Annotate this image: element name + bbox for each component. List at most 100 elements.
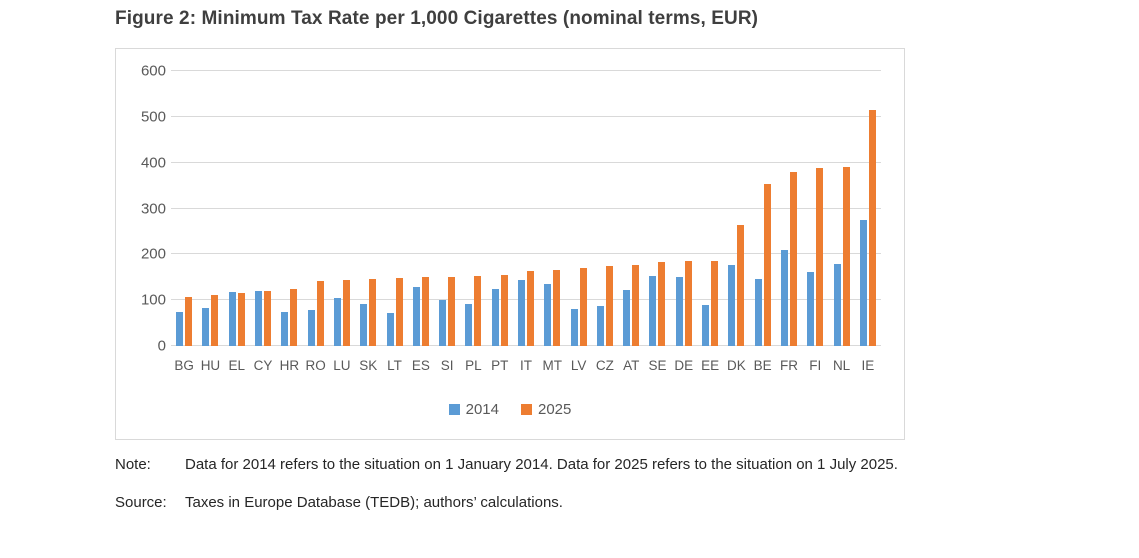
bar-group-EL bbox=[224, 71, 250, 346]
x-label-NL: NL bbox=[832, 358, 851, 373]
bar-2014-FR bbox=[780, 249, 788, 346]
bar-2025-LV bbox=[579, 268, 587, 346]
bar-group-IE bbox=[855, 71, 881, 346]
y-axis-tick-labels: 0 100 200 300 400 500 600 bbox=[124, 63, 166, 355]
bar-group-FI bbox=[802, 71, 828, 346]
bar-2014-BG bbox=[176, 311, 184, 346]
legend-label-2025: 2025 bbox=[538, 401, 572, 418]
bar-group-SE bbox=[644, 71, 670, 346]
bar-group-PL bbox=[460, 71, 486, 346]
bar-2025-IT bbox=[527, 271, 534, 346]
bar-group-NL bbox=[828, 71, 854, 346]
bar-2014-FI bbox=[807, 272, 815, 346]
x-label-DK: DK bbox=[727, 358, 746, 373]
y-tick-300: 300 bbox=[140, 200, 166, 217]
figure-title: Figure 2: Minimum Tax Rate per 1,000 Cig… bbox=[115, 8, 759, 29]
bar-2014-PL bbox=[465, 303, 473, 346]
bar-2014-PT bbox=[491, 288, 499, 346]
bar-2014-DE bbox=[675, 277, 683, 346]
bar-2014-RO bbox=[307, 309, 315, 346]
bar-2014-LT bbox=[386, 313, 394, 346]
bar-2025-LT bbox=[395, 277, 403, 346]
legend-item-2014: 2014 bbox=[448, 401, 499, 418]
x-label-RO: RO bbox=[305, 358, 326, 373]
x-label-LU: LU bbox=[333, 358, 351, 373]
y-tick-200: 200 bbox=[140, 245, 166, 263]
bar-group-MT bbox=[539, 71, 565, 346]
bar-group-CZ bbox=[592, 71, 618, 346]
bar-group-LT bbox=[381, 71, 407, 346]
bar-group-RO bbox=[302, 71, 328, 346]
x-label-SK: SK bbox=[359, 358, 378, 373]
bar-2025-NL bbox=[842, 167, 850, 346]
bar-groups bbox=[171, 71, 881, 346]
x-label-HR: HR bbox=[279, 358, 300, 373]
bar-2014-SI bbox=[439, 300, 447, 346]
bar-2014-CZ bbox=[596, 306, 604, 346]
bar-group-CY bbox=[250, 71, 276, 346]
bar-2014-HU bbox=[202, 307, 210, 346]
bar-group-LV bbox=[565, 71, 591, 346]
bar-2014-BE bbox=[754, 278, 762, 346]
x-label-BG: BG bbox=[174, 358, 194, 373]
bar-2014-DK bbox=[728, 264, 736, 346]
gridline-0 bbox=[171, 345, 881, 346]
legend-item-2025: 2025 bbox=[521, 401, 571, 418]
x-label-BE: BE bbox=[753, 358, 772, 373]
x-label-PT: PT bbox=[491, 358, 509, 373]
note-label: Note: bbox=[115, 456, 151, 473]
bar-group-BG bbox=[171, 71, 197, 346]
gridline-600 bbox=[171, 70, 881, 71]
x-label-ES: ES bbox=[411, 358, 430, 373]
bar-2025-DK bbox=[737, 225, 745, 346]
y-tick-400: 400 bbox=[140, 154, 166, 172]
x-label-SI: SI bbox=[440, 358, 454, 373]
legend-swatch-2014 bbox=[448, 404, 460, 415]
bar-2025-SI bbox=[448, 277, 456, 346]
bar-2014-EL bbox=[228, 292, 236, 346]
bar-2025-BG bbox=[185, 296, 193, 346]
bar-group-HU bbox=[197, 71, 223, 346]
bar-2014-ES bbox=[412, 287, 420, 346]
x-label-DE: DE bbox=[674, 358, 694, 373]
bar-2025-PL bbox=[474, 275, 482, 346]
x-label-CZ: CZ bbox=[595, 358, 614, 373]
bar-2025-SE bbox=[658, 262, 666, 346]
x-label-HU: HU bbox=[200, 358, 221, 373]
bar-group-FR bbox=[776, 71, 802, 346]
source-label: Source: bbox=[115, 494, 167, 511]
bar-2014-SE bbox=[649, 276, 657, 346]
bar-2014-NL bbox=[833, 264, 841, 346]
bar-2025-EL bbox=[237, 292, 245, 346]
note-text: Data for 2014 refers to the situation on… bbox=[185, 456, 898, 473]
bar-2025-CY bbox=[264, 290, 272, 346]
bar-2014-AT bbox=[623, 290, 631, 346]
x-label-LT: LT bbox=[387, 358, 402, 373]
gridline-100 bbox=[171, 299, 881, 301]
bar-2025-FR bbox=[789, 171, 797, 346]
bar-group-SI bbox=[434, 71, 460, 346]
bar-2025-CZ bbox=[605, 266, 613, 346]
x-label-IE: IE bbox=[861, 358, 875, 373]
figure-note: Note: Data for 2014 refers to the situat… bbox=[115, 456, 1095, 473]
bar-group-AT bbox=[618, 71, 644, 346]
bar-2025-MT bbox=[553, 270, 561, 346]
bar-2014-EE bbox=[702, 304, 710, 346]
y-tick-100: 100 bbox=[140, 291, 166, 309]
x-label-FR: FR bbox=[779, 358, 798, 373]
bar-2025-SK bbox=[369, 278, 377, 346]
chart-legend: 2014 2025 bbox=[116, 401, 904, 418]
bar-group-HR bbox=[276, 71, 302, 346]
bar-group-DK bbox=[723, 71, 749, 346]
bar-2025-BE bbox=[763, 184, 771, 346]
y-tick-600: 600 bbox=[140, 62, 166, 80]
legend-swatch-2025 bbox=[521, 404, 532, 415]
bar-2025-HR bbox=[290, 288, 298, 346]
bar-group-LU bbox=[329, 71, 355, 346]
bar-2025-LU bbox=[342, 280, 350, 346]
gridline-200 bbox=[171, 253, 881, 255]
x-label-EE: EE bbox=[701, 358, 720, 373]
bar-2025-HU bbox=[211, 294, 219, 346]
x-label-IT: IT bbox=[520, 358, 532, 373]
